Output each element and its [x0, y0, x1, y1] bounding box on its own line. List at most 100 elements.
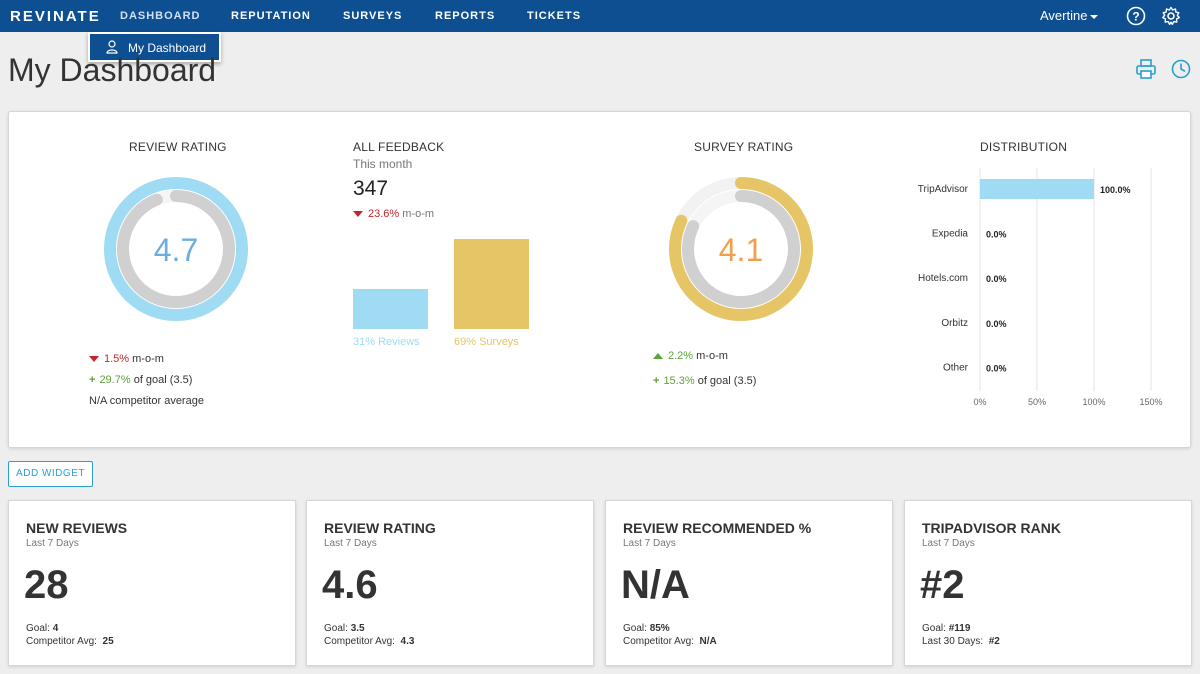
goal-value: 29.7%: [99, 374, 131, 386]
secondary-label: Competitor Avg:: [324, 636, 395, 647]
mom-label: m-o-m: [402, 208, 435, 220]
nav-dashboard[interactable]: DASHBOARD: [120, 10, 201, 22]
card-period: Last 7 Days: [623, 538, 676, 549]
surveys-share-label: 69% Surveys: [454, 336, 519, 348]
kpi-card-tripadvisor-rank[interactable]: TRIPADVISOR RANK Last 7 Days #2 Goal: #1…: [904, 500, 1192, 666]
dashboard-dropdown-menu[interactable]: My Dashboard: [88, 32, 221, 62]
bar-value-label: 0.0%: [986, 363, 1007, 373]
all-feedback-mom: 23.6% m-o-m: [353, 208, 434, 220]
reviews-share-bar: [353, 288, 428, 329]
card-value: 4.6: [322, 563, 378, 607]
summary-panel: REVIEW RATING 4.7 1.5% m-o-m +29.7% of g…: [8, 111, 1191, 448]
card-goal: Goal: #119: [922, 623, 970, 634]
review-rating-value: 4.7: [154, 232, 198, 268]
card-period: Last 7 Days: [26, 538, 79, 549]
goal-label: Goal:: [324, 623, 348, 634]
add-widget-button[interactable]: ADD WIDGET: [8, 461, 93, 487]
goal-label: of goal (3.5): [697, 375, 757, 387]
distribution-chart: 0% 50% 100% 150% TripAdvisor 100.0% Expedia 0.0…: [918, 168, 1163, 407]
reviews-share-label: 31% Reviews: [353, 336, 420, 348]
nav-surveys[interactable]: SURVEYS: [343, 10, 403, 22]
card-title: TRIPADVISOR RANK: [922, 520, 1061, 536]
card-value: #2: [920, 563, 965, 607]
mom-value: 1.5%: [104, 353, 130, 365]
nav-reports[interactable]: REPORTS: [435, 10, 496, 22]
history-clock-icon[interactable]: [1170, 58, 1192, 80]
category-label: Hotels.com: [918, 273, 968, 284]
secondary-label: Competitor Avg:: [623, 636, 694, 647]
secondary-value: 25: [102, 636, 114, 647]
competitor-average: N/A competitor average: [89, 395, 204, 407]
mom-label: m-o-m: [696, 350, 728, 362]
bar-value-label: 0.0%: [986, 319, 1007, 329]
print-icon[interactable]: [1135, 58, 1157, 80]
card-goal: Goal: 3.5: [324, 623, 365, 634]
help-icon[interactable]: ?: [1126, 6, 1146, 26]
goal-label: Goal:: [922, 623, 946, 634]
card-period: Last 7 Days: [922, 538, 975, 549]
kpi-card-new-reviews[interactable]: NEW REVIEWS Last 7 Days 28 Goal: 4 Compe…: [8, 500, 296, 666]
gear-icon[interactable]: [1161, 6, 1181, 26]
distribution-bar[interactable]: [980, 179, 1094, 199]
card-secondary: Competitor Avg: N/A: [623, 636, 717, 647]
plus-icon: +: [89, 374, 96, 386]
caret-down-icon: [1090, 14, 1099, 19]
mom-value: 2.2%: [668, 350, 694, 362]
secondary-value: N/A: [699, 636, 717, 647]
bar-value-label: 100.0%: [1100, 185, 1131, 195]
bar-value-label: 0.0%: [986, 274, 1007, 284]
svg-text:?: ?: [1132, 10, 1139, 24]
secondary-value: #2: [988, 636, 1000, 647]
survey-rating-goal: +15.3% of goal (3.5): [653, 375, 756, 387]
goal-value: #119: [948, 623, 971, 634]
trend-down-icon: [353, 211, 363, 218]
trend-up-icon: [653, 353, 663, 360]
category-label: TripAdvisor: [918, 184, 969, 195]
card-secondary: Competitor Avg: 25: [26, 636, 114, 647]
user-name: Avertine: [1040, 8, 1088, 23]
review-rating-goal: +29.7% of goal (3.5): [89, 374, 192, 386]
review-rating-title: REVIEW RATING: [129, 140, 227, 154]
page-title: My Dashboard: [8, 52, 217, 88]
survey-rating-value: 4.1: [719, 232, 763, 268]
x-tick-label: 150%: [1139, 397, 1162, 407]
goal-value: 4: [52, 623, 59, 634]
goal-value: 85%: [649, 623, 670, 634]
kpi-card-review-rating[interactable]: REVIEW RATING Last 7 Days 4.6 Goal: 3.5 …: [306, 500, 594, 666]
kpi-card-review-recommended[interactable]: REVIEW RECOMMENDED % Last 7 Days N/A Goa…: [605, 500, 893, 666]
card-title: REVIEW RECOMMENDED %: [623, 520, 812, 536]
user-menu[interactable]: Avertine: [1040, 8, 1099, 23]
goal-label: Goal:: [623, 623, 647, 634]
goal-label: of goal (3.5): [133, 374, 193, 386]
card-secondary: Last 30 Days: #2: [922, 636, 1000, 647]
surveys-share-bar: [454, 239, 529, 329]
secondary-value: 4.3: [400, 636, 415, 647]
review-rating-donut: 4.7: [104, 177, 248, 321]
card-goal: Goal: 85%: [623, 623, 670, 634]
bar-value-label: 0.0%: [986, 230, 1007, 240]
survey-rating-donut: 4.1: [669, 177, 813, 321]
x-tick-label: 50%: [1028, 397, 1046, 407]
my-dashboard-item[interactable]: My Dashboard: [128, 41, 207, 55]
x-tick-label: 0%: [973, 397, 986, 407]
review-rating-mom: 1.5% m-o-m: [89, 353, 164, 365]
nav-tickets[interactable]: TICKETS: [527, 10, 582, 22]
category-label: Other: [943, 362, 969, 373]
goal-value: 15.3%: [663, 375, 695, 387]
feedback-count: 347: [353, 177, 389, 200]
revinate-logo[interactable]: REVINATE: [10, 8, 101, 25]
card-goal: Goal: 4: [26, 623, 58, 634]
survey-rating-title: SURVEY RATING: [694, 140, 794, 154]
mom-value: 23.6%: [368, 208, 400, 220]
distribution-title: DISTRIBUTION: [980, 140, 1068, 154]
secondary-label: Last 30 Days:: [922, 636, 984, 647]
nav-reputation[interactable]: REPUTATION: [231, 10, 311, 22]
category-label: Orbitz: [941, 318, 968, 329]
all-feedback-title: ALL FEEDBACK: [353, 140, 445, 154]
trend-down-icon: [89, 356, 99, 363]
secondary-label: Competitor Avg:: [26, 636, 97, 647]
user-icon: [106, 40, 118, 54]
card-title: REVIEW RATING: [324, 520, 436, 536]
card-title: NEW REVIEWS: [26, 520, 128, 536]
card-value: N/A: [621, 563, 690, 607]
